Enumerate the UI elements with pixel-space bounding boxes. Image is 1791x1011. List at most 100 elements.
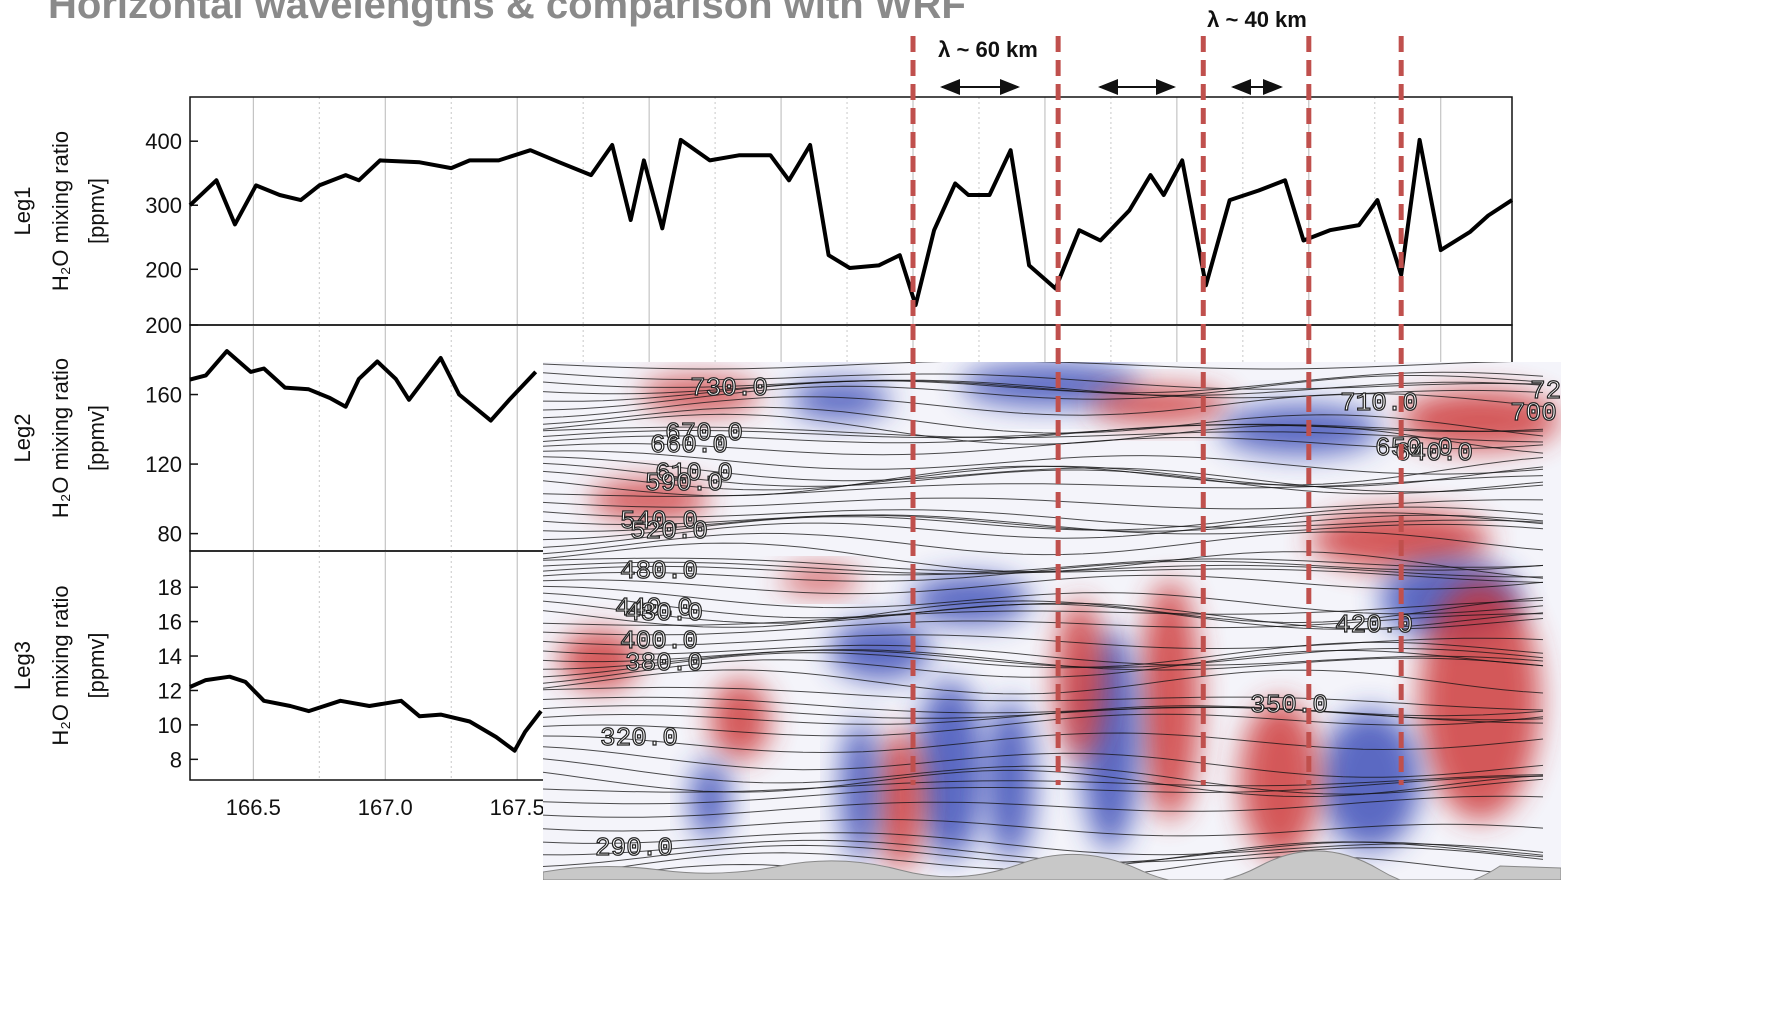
x-tick-label: 167.5 (490, 795, 545, 820)
overlay-contour (543, 818, 1544, 837)
contour-label: 540.0 (620, 506, 698, 536)
overlay-blob (790, 380, 890, 420)
contour-label: 480.0 (620, 556, 698, 586)
contour-label: 320.0 (600, 723, 678, 753)
overlay-contour (543, 917, 1543, 931)
x-tick-label: 166.5 (226, 795, 281, 820)
overlay-contour (543, 613, 1544, 636)
annotation-layer: λ ~ 60 km λ ~ 40 km (910, 7, 1404, 785)
overlay-contour (543, 899, 1543, 925)
overlay-blob (710, 680, 770, 760)
annotation: λ ~ 40 km (1207, 7, 1307, 32)
contour-label: 660.0 (650, 430, 728, 460)
y-axis-label: Leg2 (10, 414, 35, 463)
overlay-blob (1420, 580, 1540, 820)
plot-frame (189, 96, 1513, 326)
contour-label: 720 (1530, 376, 1577, 406)
overlay-contour (543, 375, 1544, 411)
overlay-contour (543, 497, 1544, 510)
y-tick-label: 8 (170, 747, 182, 772)
overlay-contour (543, 641, 1544, 678)
y-tick-label: 12 (158, 678, 182, 703)
y-tick-label: 400 (145, 129, 182, 154)
overlay-contour (543, 649, 1544, 671)
overlay-contour (543, 917, 1543, 938)
overlay-contour (543, 795, 1544, 818)
contour-label: 520.0 (630, 516, 708, 546)
y-axis-label: [ppmv] (84, 405, 109, 471)
contour-label: 670.0 (665, 418, 743, 448)
overlay-contour (543, 774, 1544, 793)
contour-label: 640.0 (1395, 438, 1473, 468)
overlay-blob (1055, 600, 1105, 760)
overlay-contour (543, 832, 1544, 856)
y-tick-label: 18 (158, 575, 182, 600)
contour-label: 350.0 (1250, 690, 1328, 720)
contour-label: 380.0 (625, 648, 703, 678)
y-axis-label: H₂O mixing ratio (48, 585, 73, 745)
overlay-contour (543, 512, 1544, 548)
overlay-contour (543, 423, 1544, 439)
overlay-contour (543, 514, 1544, 535)
overlay-contour (543, 379, 1544, 399)
overlay-contour (543, 426, 1544, 443)
overlay-contour (543, 644, 1544, 666)
overlay-contour (543, 599, 1544, 626)
overlay-blob (840, 720, 880, 860)
y-tick-label: 160 (145, 383, 182, 408)
overlay-contour (543, 561, 1543, 578)
overlay-contour (543, 705, 1544, 725)
overlay-blob (1400, 390, 1560, 450)
overlay-contour (543, 947, 1543, 968)
overlay-blob (960, 363, 1140, 407)
overlay-contour (543, 560, 1544, 582)
contour-label: 440.0 (615, 593, 693, 623)
y-tick-label: 120 (145, 452, 182, 477)
overlay-contour (543, 669, 1544, 695)
overlay-blob (590, 480, 710, 520)
overlay-contour (543, 600, 1544, 630)
overlay-contour (543, 746, 1544, 778)
overlay-contour (543, 531, 1544, 556)
overlay-contour (543, 362, 1514, 370)
overlay-contour (543, 393, 1544, 419)
y-axis-label: [ppmv] (84, 632, 109, 698)
contour-label: 290.0 (595, 833, 673, 863)
overlay-contour (543, 558, 1544, 576)
y-tick-label: 14 (158, 644, 182, 669)
y-tick-label: 80 (158, 522, 182, 547)
annotation: λ ~ 60 km (938, 37, 1038, 62)
overlay-contour (579, 855, 1544, 880)
overlay-contour (543, 585, 1544, 615)
overlay-contour (543, 908, 1543, 934)
y-tick-label: 200 (145, 313, 182, 338)
overlay-contour (543, 542, 1544, 579)
overlay-contour (543, 456, 1544, 493)
y-axis-label: Leg1 (10, 187, 35, 236)
overlay-contour (543, 647, 1544, 670)
overlay-blob (1140, 580, 1200, 820)
slide-title: Horizontal wavelengths & comparison with… (48, 0, 966, 27)
data-line (189, 349, 538, 423)
y-tick-label: 200 (145, 257, 182, 282)
contour-label: 700.0 (1510, 398, 1588, 428)
data-line (188, 137, 1514, 308)
overlay-contour (543, 686, 1544, 711)
overlay-contour (543, 775, 1544, 805)
contour-label: 710.0 (1340, 388, 1418, 418)
y-tick-label: 16 (158, 610, 182, 635)
contour-label: 610.0 (655, 458, 733, 488)
contour-label: 590.0 (645, 468, 723, 498)
y-tick-label: 10 (158, 713, 182, 738)
overlay-contour (543, 475, 1544, 497)
overlay-contour (543, 927, 1543, 950)
overlay-contour (543, 592, 1544, 630)
data-line (189, 674, 543, 753)
terrain (543, 850, 1561, 880)
y-axis-label: [ppmv] (84, 178, 109, 244)
overlay-contour (543, 436, 1544, 456)
y-axis-label: H₂O mixing ratio (48, 131, 73, 291)
y-axis-label: Leg3 (10, 641, 35, 690)
